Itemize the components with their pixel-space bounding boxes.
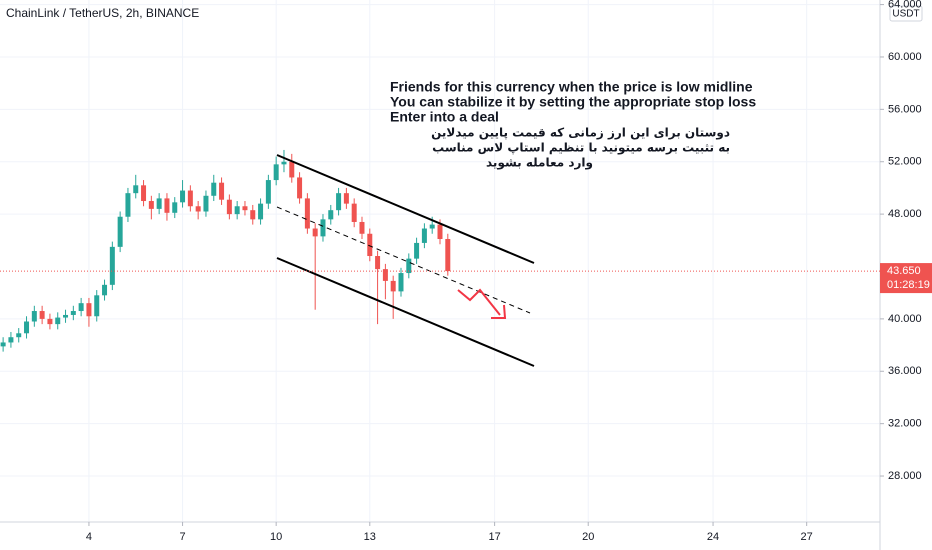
y-tick-label: 64.000 — [888, 0, 922, 10]
candle-body — [437, 224, 443, 239]
candle-body — [406, 258, 412, 274]
candle-body — [70, 311, 76, 315]
candle-body — [265, 180, 271, 204]
y-tick-label: 56.000 — [888, 103, 922, 115]
annotation-line: Friends for this currency when the price… — [390, 79, 753, 95]
candle-body — [47, 318, 53, 325]
y-tick-label: 60.000 — [888, 51, 922, 63]
candles — [0, 149, 451, 352]
candle-body — [234, 206, 240, 215]
x-tick-label: 20 — [582, 531, 594, 543]
candle-body — [125, 193, 131, 217]
x-tick-label: 24 — [707, 531, 719, 543]
candle-body — [242, 206, 248, 211]
candle-body — [195, 206, 201, 212]
candle-body — [94, 295, 100, 317]
x-tick-label: 10 — [270, 531, 282, 543]
candle-body — [203, 195, 209, 212]
candle-body — [281, 161, 287, 165]
candle-body — [39, 311, 45, 319]
candle-body — [16, 333, 22, 338]
channel-lower — [276, 257, 535, 367]
chart-title: ChainLink / TetherUS, 2h, BINANCE — [6, 6, 199, 20]
candle-body — [359, 221, 365, 234]
candle-body — [398, 273, 404, 292]
candle-body — [78, 303, 84, 312]
x-tick-label: 27 — [801, 531, 813, 543]
candle-body — [86, 303, 92, 317]
candle-body — [289, 161, 295, 178]
candle-body — [141, 185, 147, 202]
candle-body — [211, 182, 217, 196]
candle-body — [156, 198, 162, 209]
unit-label: USDT — [892, 9, 919, 20]
channel-upper — [276, 154, 535, 264]
candle-body — [390, 280, 396, 292]
candle-body — [24, 321, 30, 334]
arrow-head — [491, 304, 507, 319]
x-tick-label: 7 — [179, 531, 185, 543]
annotation-fa-line: به تثبیت برسه میتونید با تنظیم استاپ لاس… — [432, 141, 730, 156]
annotation-line: Enter into a deal — [390, 109, 499, 125]
candle-body — [445, 238, 451, 272]
channel-midline — [276, 206, 531, 314]
candle-body — [382, 269, 388, 281]
arrow-path — [457, 288, 501, 316]
unit-box — [889, 5, 923, 22]
candle-body — [258, 203, 264, 220]
candle-body — [336, 193, 342, 211]
candle-body — [55, 317, 61, 325]
candle-body — [312, 228, 318, 237]
y-tick-label: 32.000 — [888, 418, 922, 430]
y-tick-label: 52.000 — [888, 156, 922, 168]
y-tick-label: 28.000 — [888, 470, 922, 482]
annotation-fa-line: دوستان برای این ارز زمانی که قیمت پایین … — [431, 126, 730, 141]
candle-body — [351, 203, 357, 222]
last-price-box — [880, 263, 932, 294]
candle-body — [148, 201, 154, 209]
candle-body — [109, 246, 115, 285]
candle-body — [63, 314, 69, 318]
candle-body — [429, 224, 435, 229]
candle-body — [304, 198, 310, 229]
annotation-fa-line: وارد معامله بشوید — [486, 156, 593, 171]
x-tick-label: 17 — [488, 531, 500, 543]
x-tick-label: 4 — [86, 531, 92, 543]
candle-body — [31, 311, 37, 322]
candle-body — [8, 337, 14, 343]
candle-body — [328, 210, 334, 220]
candle-body — [117, 216, 123, 247]
last-price-label: 43.650 — [887, 265, 921, 277]
candle-body — [375, 256, 381, 270]
candle-body — [421, 228, 427, 243]
candle-body — [297, 177, 303, 199]
candle-body — [164, 198, 170, 213]
candle-body — [0, 342, 6, 347]
candle-body — [187, 190, 193, 207]
x-tick-label: 13 — [364, 531, 376, 543]
countdown-label: 01:28:19 — [887, 279, 930, 291]
candle-body — [219, 182, 225, 200]
candle-body — [226, 199, 232, 215]
candle-body — [133, 185, 139, 194]
y-tick-label: 36.000 — [888, 365, 922, 377]
y-tick-label: 40.000 — [888, 313, 922, 325]
candle-body — [320, 219, 326, 237]
candle-body — [273, 164, 279, 181]
candle-body — [180, 190, 186, 203]
y-tick-label: 48.000 — [888, 208, 922, 220]
candle-body — [414, 242, 420, 259]
candle-body — [172, 202, 178, 213]
annotation-line: You can stabilize it by setting the appr… — [390, 94, 756, 110]
candle-body — [367, 233, 373, 257]
candle-body — [250, 210, 256, 220]
candle-body — [343, 193, 349, 204]
candle-body — [102, 284, 108, 296]
